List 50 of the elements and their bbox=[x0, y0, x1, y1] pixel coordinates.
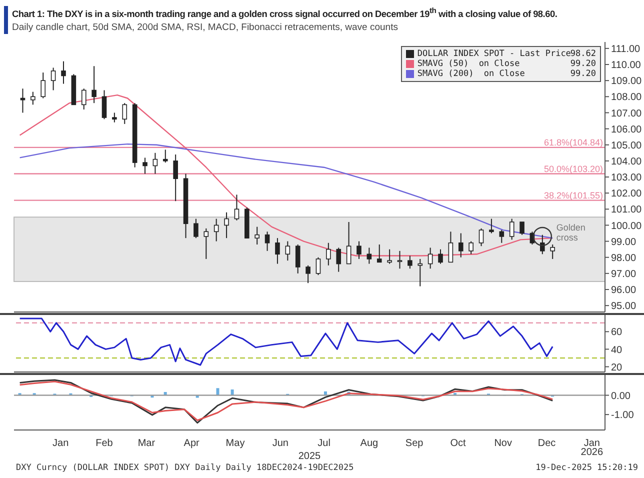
y-tick-label: -1.00 bbox=[611, 410, 634, 422]
y-tick-label: 99.00 bbox=[611, 236, 636, 248]
x-tick-label: Jan 2026 bbox=[580, 438, 604, 458]
chart-subtitle: Daily candle chart, 50d SMA, 200d SMA, RSI, MACD, Fibonacci retracements, wave counts bbox=[12, 22, 398, 33]
y-tick-label: 109.00 bbox=[611, 76, 642, 88]
y-tick-label: 101.00 bbox=[611, 204, 642, 216]
text: 19-Dec-2025 15:20:19 bbox=[536, 463, 638, 473]
y-tick-label: 106.00 bbox=[611, 124, 642, 136]
y-tick-label: 107.00 bbox=[611, 108, 642, 120]
y-tick-label: 104.00 bbox=[611, 156, 642, 168]
y-tick-label: 100.00 bbox=[611, 220, 642, 232]
y-tick-label: 0.00 bbox=[611, 390, 631, 402]
x-tick-label: Oct bbox=[450, 438, 466, 449]
legend-label: SMAVG (200) on Close bbox=[417, 69, 526, 79]
text: DXY Curncy (DOLLAR INDEX SPOT) DXY Daily Daily 18DEC2024-19DEC2025 bbox=[16, 463, 354, 473]
y-tick-label: 20 bbox=[611, 362, 623, 374]
annotation: 99.20 bbox=[570, 59, 596, 69]
x-axis-title: 2025 bbox=[298, 451, 322, 462]
y-tick-label: 96.00 bbox=[611, 285, 636, 296]
legend-label: SMAVG (50) on Close bbox=[417, 59, 521, 69]
y-tick-label: 40 bbox=[611, 344, 623, 356]
x-tick-label: Mar bbox=[138, 438, 156, 449]
y-tick-label: 98.00 bbox=[611, 252, 636, 264]
ref-line-label: 38.2%(101.55) bbox=[544, 190, 603, 200]
annotation: Golden cross bbox=[556, 222, 586, 242]
chart-title: Chart 1: The DXY is in a six-month trading range and a golden cross signal occurred on December 19$^{th}$ with a closing value of 98.60. bbox=[12, 6, 558, 20]
x-tick-label: Sep bbox=[405, 438, 424, 449]
y-tick-label: 95.00 bbox=[611, 301, 636, 312]
x-tick-label: Apr bbox=[184, 438, 200, 449]
y-tick-label: 60 bbox=[611, 327, 623, 338]
x-tick-label: Aug bbox=[360, 438, 378, 449]
ref-line-label: 50.0%(103.20) bbox=[544, 164, 603, 174]
y-tick-label: 111.00 bbox=[611, 44, 641, 55]
x-tick-label: May bbox=[226, 438, 245, 449]
x-tick-label: Dec bbox=[538, 438, 556, 449]
y-tick-label: 97.00 bbox=[611, 268, 636, 280]
ref-line-label: 61.8%(104.84) bbox=[544, 137, 603, 148]
annotation: 99.20 bbox=[570, 69, 596, 79]
legend-label: DOLLAR INDEX SPOT - Last Price bbox=[417, 49, 571, 59]
x-tick-label: Jan bbox=[52, 438, 69, 449]
y-tick-label: 105.00 bbox=[611, 140, 642, 152]
x-tick-label: Jul bbox=[318, 438, 330, 449]
x-tick-label: Jun bbox=[272, 438, 288, 449]
y-tick-label: 102.00 bbox=[611, 188, 642, 200]
y-tick-label: 103.00 bbox=[611, 172, 642, 184]
y-tick-label: 108.00 bbox=[611, 92, 642, 104]
y-tick-label: 110.00 bbox=[611, 60, 642, 72]
x-tick-label: Feb bbox=[96, 438, 114, 449]
x-tick-label: Nov bbox=[494, 438, 512, 449]
annotation: 98.62 bbox=[570, 49, 596, 59]
